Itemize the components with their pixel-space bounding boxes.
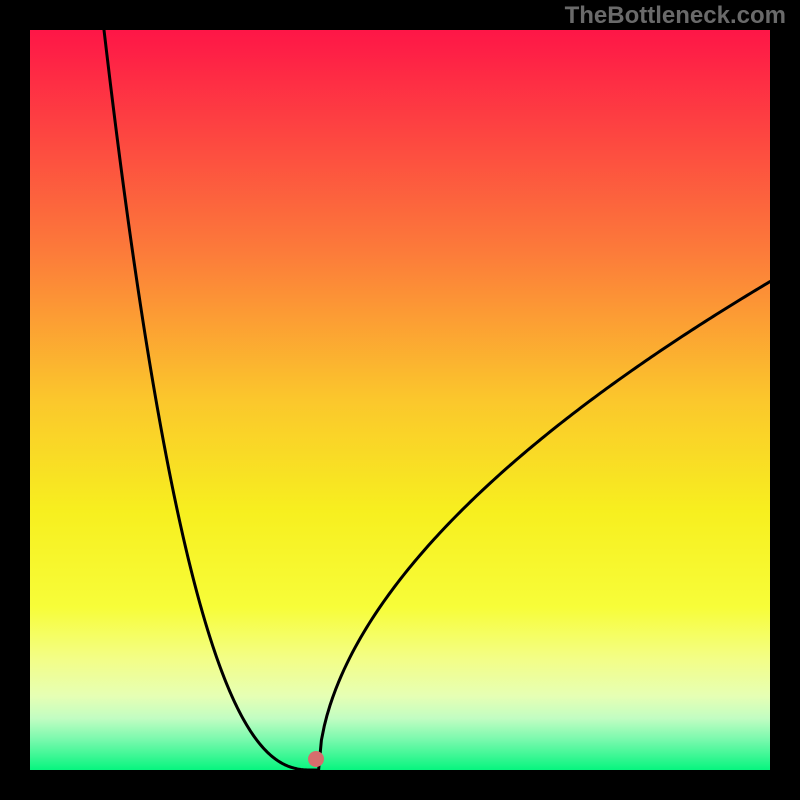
chart-svg xyxy=(0,0,800,800)
bottleneck-curve xyxy=(104,30,770,770)
minimum-marker xyxy=(309,752,323,766)
watermark-text: TheBottleneck.com xyxy=(565,2,786,30)
chart-container: TheBottleneck.com xyxy=(0,0,800,800)
